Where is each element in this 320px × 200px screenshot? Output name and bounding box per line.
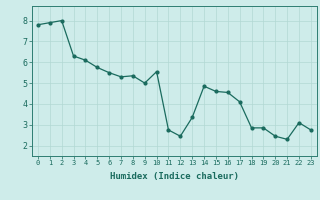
X-axis label: Humidex (Indice chaleur): Humidex (Indice chaleur) [110,172,239,181]
